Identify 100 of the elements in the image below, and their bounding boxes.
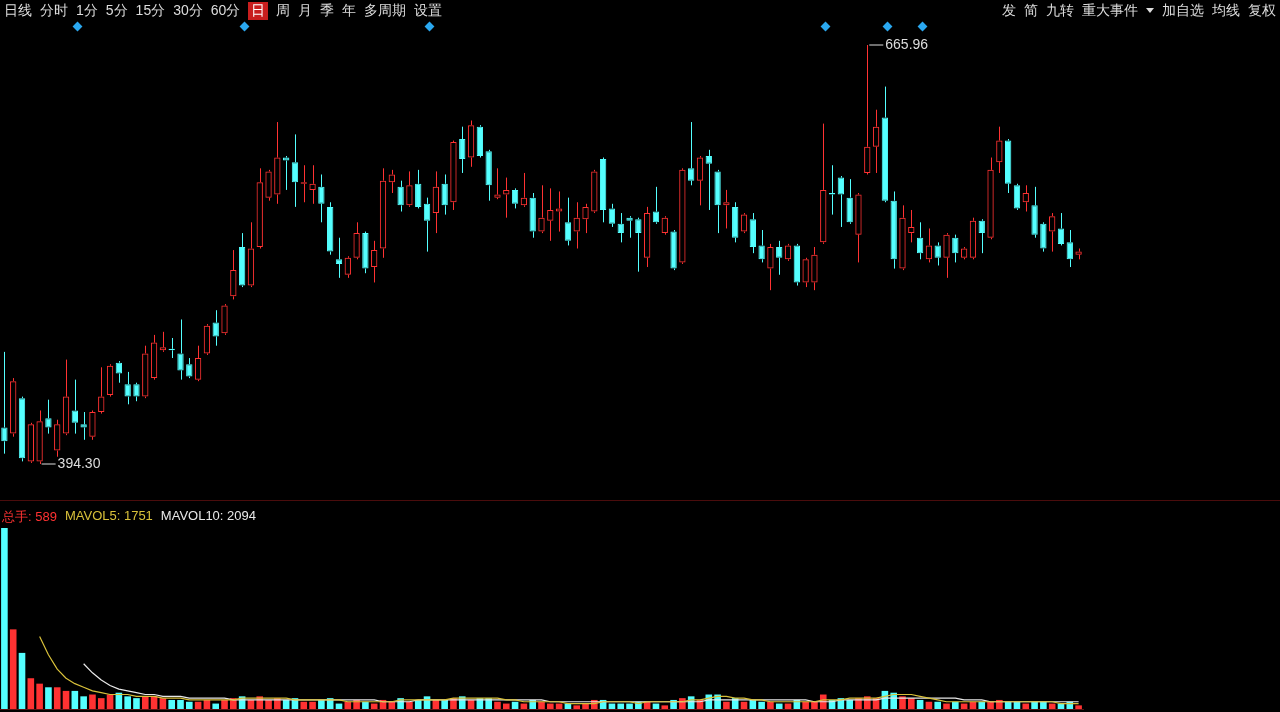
text: 60分 <box>210 2 241 20</box>
candlestick <box>890 190 897 270</box>
text: 均线 <box>1212 2 1240 20</box>
bar <box>71 690 79 709</box>
candlestick <box>45 399 52 435</box>
bar <box>617 703 625 709</box>
bar <box>97 698 105 709</box>
candlestick <box>617 212 624 243</box>
text: 周 <box>276 2 291 20</box>
candlestick <box>688 121 695 186</box>
bar <box>309 701 316 709</box>
candlestick <box>793 243 801 287</box>
candlestick <box>1004 138 1012 194</box>
bar <box>186 701 193 709</box>
candlestick <box>732 201 739 243</box>
bar <box>300 701 308 709</box>
bar <box>723 701 730 709</box>
bar <box>124 696 131 709</box>
text: 年 <box>342 2 357 20</box>
bar <box>1022 703 1030 709</box>
bar <box>767 701 774 709</box>
candlestick <box>564 197 572 246</box>
candlestick <box>318 174 325 223</box>
candlestick <box>1 351 8 455</box>
text: 重大事件 <box>1082 2 1138 20</box>
text: MAVOL5: 1751 <box>64 508 153 525</box>
candlestick <box>476 124 484 159</box>
bar <box>943 703 950 709</box>
candlestick <box>705 149 712 211</box>
text: 多周期 <box>364 2 407 20</box>
text: 月 <box>298 2 313 20</box>
bar <box>547 703 554 709</box>
candlestick <box>1066 229 1073 268</box>
bar <box>177 699 184 709</box>
candlestick <box>529 192 536 239</box>
candlestick <box>1031 186 1038 239</box>
text: 5分 <box>105 2 128 20</box>
bar <box>62 690 70 709</box>
text: 日 <box>248 2 269 20</box>
candlestick <box>758 229 765 263</box>
bar <box>1040 701 1047 709</box>
bar <box>802 701 809 709</box>
text: 分时 <box>40 2 68 20</box>
bar <box>80 696 87 709</box>
bar <box>265 699 272 709</box>
text: 简 <box>1024 2 1038 20</box>
candlestick <box>423 197 431 253</box>
bar <box>978 701 986 709</box>
candlestick <box>291 133 299 208</box>
candlestick <box>670 229 677 271</box>
candlestick <box>1040 221 1047 253</box>
candlestick <box>485 149 492 202</box>
bar <box>1075 705 1082 709</box>
bar <box>89 694 96 709</box>
bar <box>9 629 17 709</box>
annotation: 665.96 <box>885 35 929 52</box>
text: 15分 <box>135 2 166 20</box>
bar <box>1 528 8 709</box>
text: 复权 <box>1248 2 1276 20</box>
candlestick <box>599 157 607 223</box>
candlestick <box>881 86 889 203</box>
candlestick <box>714 169 721 234</box>
text: 设置 <box>414 2 443 20</box>
bar <box>36 683 43 709</box>
candlestick <box>952 234 959 263</box>
text: 季 <box>320 2 335 20</box>
bar <box>1031 701 1038 709</box>
bar <box>27 678 35 709</box>
text: 总手: 589 <box>2 508 57 526</box>
bar <box>168 699 175 709</box>
bar <box>221 699 228 709</box>
candlestick <box>776 240 783 276</box>
candlestick <box>441 174 448 216</box>
bar <box>494 701 501 709</box>
text: 发 <box>1002 2 1016 20</box>
text: 加自选 <box>1162 2 1204 20</box>
text: 日线 <box>4 2 32 20</box>
bar <box>626 703 633 709</box>
bar <box>53 687 61 709</box>
bar <box>133 698 140 709</box>
bar <box>45 687 52 709</box>
bar <box>952 701 959 709</box>
candlestick <box>238 232 246 288</box>
candlestick <box>934 241 941 266</box>
candlestick <box>327 201 334 256</box>
bar <box>811 701 818 709</box>
bar <box>502 703 510 709</box>
candlestick <box>80 411 87 441</box>
bar <box>987 701 994 709</box>
candlestick <box>71 379 79 435</box>
bar <box>775 703 783 709</box>
candlestick <box>837 175 845 228</box>
candlestick <box>511 187 519 209</box>
bar <box>18 652 26 709</box>
candlestick <box>124 371 131 405</box>
candlestick <box>1057 212 1065 246</box>
candlestick <box>177 318 184 381</box>
bar <box>538 701 545 709</box>
bar <box>318 699 325 709</box>
candlestick <box>335 237 343 279</box>
